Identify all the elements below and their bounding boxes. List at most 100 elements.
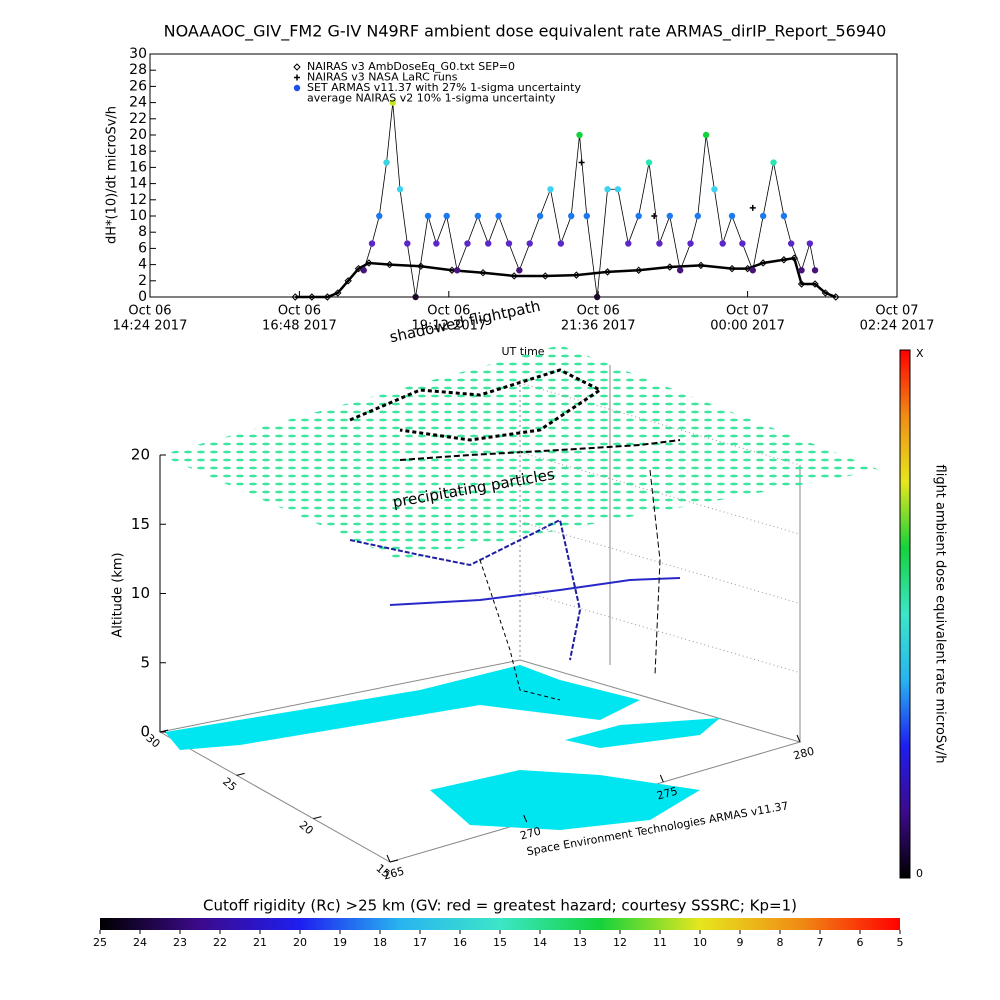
colorbar-tick-label: 23 (173, 936, 187, 949)
marker (443, 212, 450, 220)
y-tick-label: 16 (129, 159, 147, 175)
legend-label: NAIRAS v3 NASA LaRC runs (307, 71, 458, 84)
y-tick-label: 22 (129, 111, 147, 127)
marker (424, 212, 432, 220)
marker (666, 263, 674, 271)
lon-tick (523, 814, 528, 823)
colorbar-label: flight ambient dose equivalent rate micr… (933, 465, 948, 764)
y-tick-label: 14 (129, 176, 147, 192)
lon-tick-label: 275 (655, 785, 679, 803)
colorbar-tick-label: 14 (533, 936, 547, 949)
colorbar-tick-label: 19 (333, 936, 347, 949)
marker (770, 159, 777, 166)
legend-marker (293, 63, 301, 71)
marker (728, 264, 736, 273)
z-axis-label: Altitude (km) (111, 552, 126, 637)
marker (516, 267, 523, 274)
z-tick-label: 15 (131, 515, 150, 533)
drop-line (649, 469, 661, 676)
marker (635, 212, 642, 220)
marker (365, 259, 373, 267)
land (165, 665, 640, 750)
lon-tick (659, 774, 664, 783)
colorbar-tick-label: 5 (897, 936, 904, 949)
marker (323, 293, 332, 301)
marker (614, 186, 622, 193)
marker (749, 204, 756, 211)
y-axis-label: dH*(10)/dt microSv/h (105, 106, 120, 244)
z-tick-label: 20 (131, 446, 150, 464)
marker (547, 186, 554, 193)
lat-tick-label: 20 (297, 818, 316, 837)
series-line (295, 256, 837, 299)
marker (344, 277, 352, 285)
marker (687, 240, 694, 247)
marker (656, 240, 663, 247)
marker (291, 293, 299, 301)
marker (780, 212, 788, 220)
colorbar-tick-label: 8 (777, 936, 784, 949)
x-tick-label: Oct 06 (128, 304, 171, 319)
x-tick-label: Oct 06 (577, 304, 620, 319)
colorbar-tick-label: 22 (213, 936, 227, 949)
land (430, 770, 700, 830)
marker (811, 280, 819, 288)
marker (479, 268, 487, 277)
marker (759, 212, 767, 220)
colorbar-tick-label: 24 (133, 936, 147, 949)
colorbar-tick-label: 16 (453, 936, 467, 949)
shadow-path (399, 439, 681, 461)
marker (743, 264, 752, 273)
colorbar-tick-label: 11 (653, 936, 667, 949)
y-tick-label: 8 (138, 224, 147, 240)
marker (780, 256, 788, 264)
colorbar-tick-label: 0 (916, 867, 923, 880)
marker (474, 212, 482, 220)
x-tick-label: 00:00 2017 (710, 319, 785, 334)
marker (811, 267, 819, 274)
colorbar-tick-label: 25 (93, 936, 107, 949)
marker (385, 260, 394, 269)
marker (510, 272, 518, 280)
marker (376, 212, 383, 220)
legend-marker (293, 84, 301, 92)
shadow-path (349, 368, 603, 442)
grid-line (519, 659, 801, 743)
marker (797, 280, 806, 288)
colorbar (100, 918, 900, 930)
marker (593, 293, 601, 301)
colorbar-tick-label: 13 (573, 936, 587, 949)
marker (495, 212, 502, 220)
marker (526, 240, 533, 247)
legend-label: SET ARMAS v11.37 with 27% 1-sigma uncert… (307, 81, 581, 94)
x-tick-label: Oct 07 (875, 304, 918, 319)
x-tick-label: Oct 06 (427, 304, 470, 319)
panel-3d (158, 345, 880, 863)
marker (583, 212, 590, 220)
marker (557, 240, 565, 247)
plot-frame (149, 53, 898, 298)
lon-tick (796, 734, 801, 743)
colorbar-tick-label: 17 (413, 936, 427, 949)
marker (576, 131, 583, 139)
grid-line (519, 382, 801, 466)
marker (697, 261, 705, 270)
marker (719, 240, 726, 247)
x-tick-label: 21:36 2017 (561, 319, 636, 334)
marker (505, 240, 513, 247)
marker (485, 240, 492, 247)
y-tick-label: 6 (138, 240, 147, 256)
z-tick-label: 0 (140, 723, 150, 741)
marker (728, 212, 736, 220)
grid-line (519, 590, 801, 674)
z-tick-label: 5 (140, 653, 150, 671)
marker (536, 212, 544, 220)
colorbar-tick-label: 21 (253, 936, 267, 949)
colorbar-tick-label: 15 (493, 936, 507, 949)
x-tick-label: Oct 06 (278, 304, 321, 319)
marker (412, 293, 419, 301)
x-tick-label: 02:24 2017 (860, 319, 935, 334)
lon-tick-label: 280 (792, 745, 816, 763)
lon-tick-label: 270 (519, 825, 543, 843)
